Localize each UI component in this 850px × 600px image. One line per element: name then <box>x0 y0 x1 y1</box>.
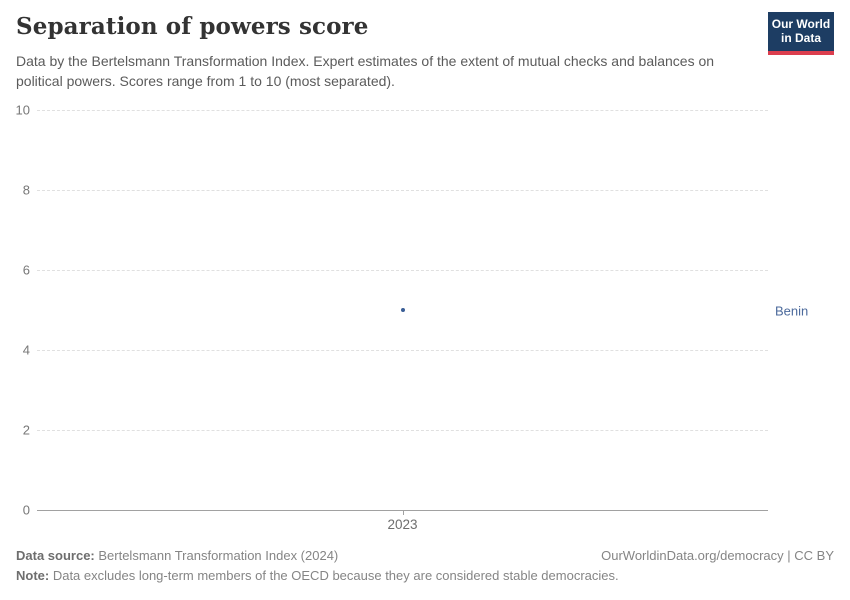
y-axis-tick-label: 8 <box>22 182 30 198</box>
owid-logo[interactable]: Our World in Data <box>768 12 834 55</box>
y-axis-tick-label: 6 <box>22 262 30 278</box>
y-axis-tick-label: 10 <box>15 102 30 118</box>
y-axis-tick-label: 4 <box>22 342 30 358</box>
chart-subtitle: Data by the Bertelsmann Transformation I… <box>16 53 715 89</box>
x-axis-tick-label: 2023 <box>387 517 418 532</box>
footer-note: Note: Data excludes long-term members of… <box>16 568 619 583</box>
owid-logo-accent-bar <box>768 51 834 55</box>
owid-logo-text: Our World in Data <box>768 12 834 51</box>
gridline <box>37 110 768 111</box>
footer-note-label: Note: <box>16 568 50 583</box>
gridline <box>37 430 768 431</box>
data-point-benin[interactable] <box>400 308 405 312</box>
gridline <box>37 350 768 351</box>
x-axis-tick <box>402 510 404 515</box>
owid-logo-box: Our World in Data <box>768 12 834 55</box>
owid-logo-line1: Our World <box>771 17 831 31</box>
entity-label-benin[interactable]: Benin <box>775 303 809 319</box>
footer-note-text: Data excludes long-term members of the O… <box>49 568 619 583</box>
y-axis-tick-label: 0 <box>22 502 30 518</box>
owid-logo-line2: in Data <box>780 31 821 45</box>
footer-source-label: Data source: <box>16 548 95 563</box>
footer-credit-link[interactable]: OurWorldinData.org/democracy | CC BY <box>601 548 834 563</box>
chart-title: Separation of powers score <box>16 13 369 40</box>
gridline <box>37 190 768 191</box>
gridline <box>37 270 768 271</box>
footer-source-text: Bertelsmann Transformation Index (2024) <box>94 548 339 563</box>
footer-source: Data source: Bertelsmann Transformation … <box>16 548 338 563</box>
y-axis-tick-label: 2 <box>22 422 30 438</box>
